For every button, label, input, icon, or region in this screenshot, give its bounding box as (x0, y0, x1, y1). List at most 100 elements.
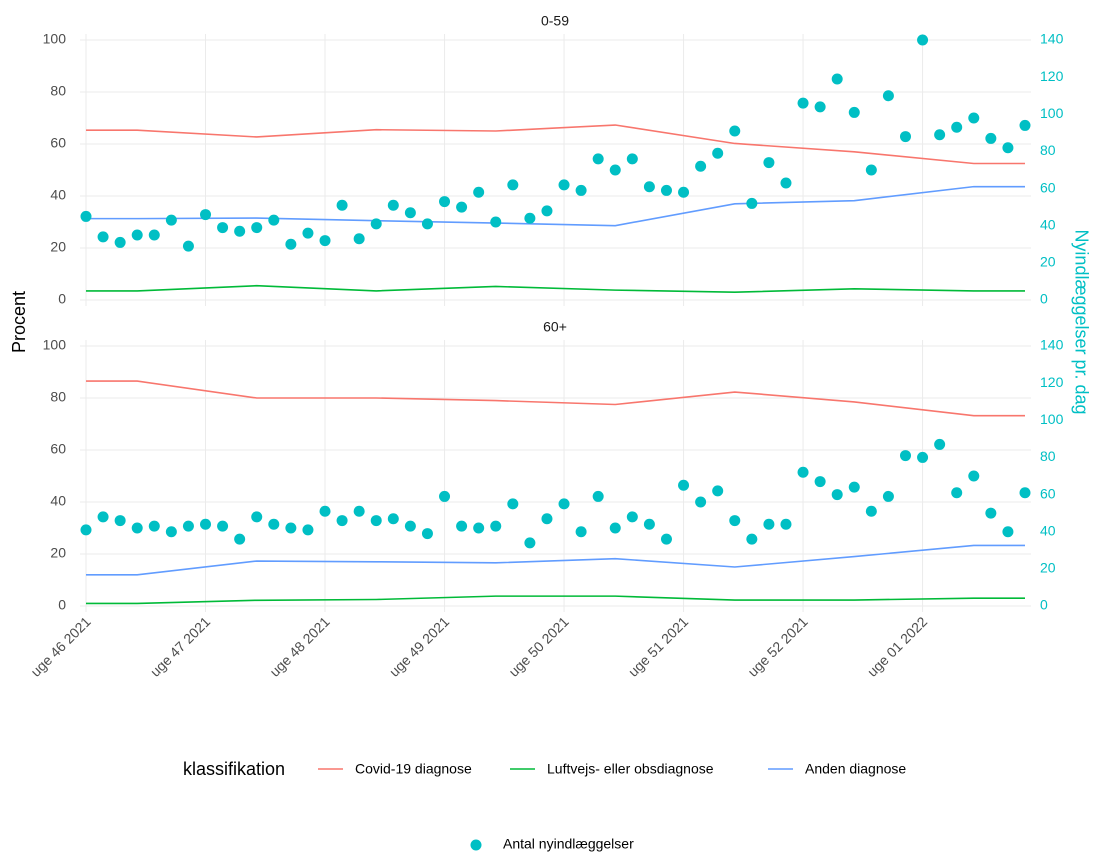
data-point (934, 129, 946, 141)
data-point (626, 511, 638, 523)
data-point (985, 507, 997, 519)
data-point (251, 511, 263, 523)
x-tick-label: uge 51 2021 (625, 613, 692, 680)
data-point (439, 196, 451, 208)
data-point (285, 522, 297, 534)
data-point (660, 533, 672, 545)
data-point (626, 153, 638, 165)
data-point (131, 522, 143, 534)
data-point (80, 524, 92, 536)
y2-tick-label: 0 (1040, 291, 1048, 307)
panel-title: 60+ (543, 319, 567, 335)
y2-tick-label: 140 (1040, 337, 1064, 353)
data-point (473, 186, 485, 198)
data-point (387, 199, 399, 211)
data-point (302, 524, 314, 536)
data-point (421, 218, 433, 230)
data-point (524, 537, 536, 549)
data-point (899, 131, 911, 143)
data-point (951, 121, 963, 133)
data-point (524, 212, 536, 224)
data-point (831, 489, 843, 501)
data-point (695, 496, 707, 508)
data-point (541, 205, 553, 217)
y-axis-label: Procent (9, 291, 29, 353)
line (86, 284, 1025, 294)
data-point (336, 515, 348, 527)
legend-label: Luftvejs- eller obsdiagnose (547, 761, 714, 777)
x-tick-label: uge 48 2021 (266, 613, 333, 680)
y2-tick-label: 120 (1040, 374, 1064, 390)
y-tick-label: 80 (50, 83, 66, 99)
data-point (148, 520, 160, 532)
data-point (763, 518, 775, 530)
y-tick-label: 20 (50, 545, 66, 561)
data-point (114, 236, 126, 248)
data-point (746, 197, 758, 209)
data-point (490, 520, 502, 532)
data-point (882, 90, 894, 102)
data-point (729, 125, 741, 137)
data-point (968, 470, 980, 482)
y2-tick-label: 120 (1040, 68, 1064, 84)
y-tick-label: 40 (50, 493, 66, 509)
x-tick-label: uge 47 2021 (147, 613, 214, 680)
data-point (97, 231, 109, 243)
data-point (1019, 119, 1031, 131)
data-point (848, 106, 860, 118)
data-point (97, 511, 109, 523)
data-point (1019, 487, 1031, 499)
data-point (678, 186, 690, 198)
data-point (558, 179, 570, 191)
data-point (1002, 142, 1014, 154)
data-point (370, 218, 382, 230)
x-tick-label: uge 49 2021 (386, 613, 453, 680)
data-point (234, 225, 246, 237)
legend-label: Antal nyindlæggelser (503, 836, 634, 852)
data-point (917, 451, 929, 463)
y-tick-label: 20 (50, 239, 66, 255)
data-point (814, 101, 826, 113)
data-point (643, 181, 655, 193)
legend-label: Covid-19 diagnose (355, 761, 472, 777)
data-point (165, 214, 177, 226)
data-point (865, 164, 877, 176)
data-point (814, 476, 826, 488)
x-tick-label: uge 52 2021 (744, 613, 811, 680)
data-point (575, 526, 587, 538)
y2-tick-label: 20 (1040, 254, 1056, 270)
data-point (592, 490, 604, 502)
data-point (865, 505, 877, 517)
data-point (797, 466, 809, 478)
data-point (182, 520, 194, 532)
data-point (387, 513, 399, 525)
data-point (780, 177, 792, 189)
y-tick-label: 80 (50, 389, 66, 405)
data-point (1002, 526, 1014, 538)
y-tick-label: 100 (43, 31, 67, 47)
data-point (780, 518, 792, 530)
data-point (165, 526, 177, 538)
line (86, 595, 1025, 605)
data-point (643, 518, 655, 530)
data-point (404, 520, 416, 532)
data-point (848, 481, 860, 493)
data-point (968, 112, 980, 124)
data-point (439, 490, 451, 502)
data-point (507, 179, 519, 191)
data-point (114, 515, 126, 527)
data-point (507, 498, 519, 510)
data-point (319, 505, 331, 517)
data-point (421, 528, 433, 540)
data-point (712, 485, 724, 497)
x-tick-label: uge 46 2021 (27, 613, 94, 680)
y-tick-label: 40 (50, 187, 66, 203)
data-point (490, 216, 502, 228)
line (86, 124, 1025, 165)
data-point (148, 229, 160, 241)
data-point (985, 132, 997, 144)
data-point (268, 518, 280, 530)
data-point (712, 147, 724, 159)
y2-tick-label: 40 (1040, 216, 1056, 232)
data-point (200, 209, 212, 221)
